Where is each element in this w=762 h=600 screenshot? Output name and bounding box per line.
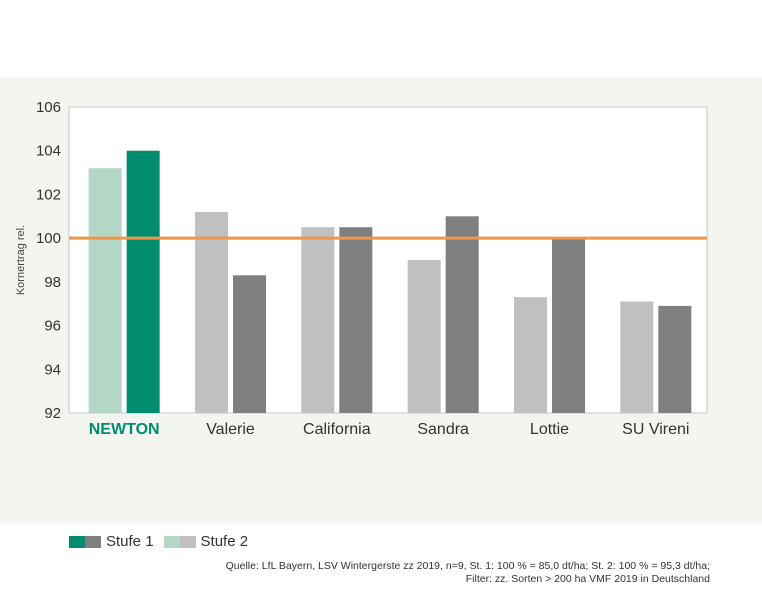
legend-label-stufe1: Stufe 1 [106,533,154,550]
y-tick-label-94: 94 [44,361,61,378]
bar-stufe1-sandra [445,216,479,413]
legend-swatch-stufe1-highlight [69,535,85,548]
bar-stufe2-sandra [407,260,441,413]
legend-item-stufe2: Stufe 2 [163,533,249,550]
legend: Stufe 1 Stufe 2 [69,533,258,550]
bar-stufe2-valerie [195,211,228,413]
bar-stufe1-su-vireni [658,305,692,413]
source-line-2: Filter: zz. Sorten > 200 ha VMF 2019 in … [465,573,710,585]
plot-area [68,106,708,414]
source-note: Quelle: LfL Bayern, LSV Wintergerste zz … [226,560,710,586]
x-category-label-valerie: Valerie [206,421,255,438]
x-category-label-california: California [303,421,371,438]
bar-stufe1-valerie [233,275,266,413]
source-line-1: Quelle: LfL Bayern, LSV Wintergerste zz … [225,560,710,572]
chart-panel: 92 94 96 98 100 102 104 106 Kornertrag rel. NEWTO… [0,77,762,585]
legend-swatch-stufe2-highlight [163,535,180,548]
y-tick-label-102: 102 [36,186,61,203]
bar-stufe1-california [339,227,373,413]
bar-stufe2-newton [88,168,122,413]
y-tick-label-104: 104 [36,143,61,160]
x-category-label-lottie: Lottie [530,421,569,438]
legend-swatch-stufe2-other [179,535,196,548]
x-category-label-su-vireni: SU Vireni [622,421,689,438]
bar-chart: 92 94 96 98 100 102 104 106 Kornertrag rel. NEWTO… [15,99,708,438]
bar-stufe2-california [301,227,335,413]
legend-item-stufe1: Stufe 1 [69,533,154,550]
bar-stufe2-lottie [514,297,547,413]
y-tick-label-106: 106 [36,99,61,116]
x-category-label-sandra: Sandra [417,421,469,438]
y-tick-label-100: 100 [36,230,61,247]
bar-stufe1-lottie [552,238,585,413]
y-axis-label: Kornertrag rel. [15,225,27,295]
legend-swatch-stufe1-other [85,535,101,548]
y-tick-label-96: 96 [44,318,61,335]
bar-stufe2-su-vireni [620,301,654,413]
x-category-label-newton: NEWTON [89,421,160,438]
y-tick-label-98: 98 [44,274,61,291]
legend-label-stufe2: Stufe 2 [200,533,249,550]
y-tick-label-92: 92 [44,405,61,422]
bar-stufe1-newton [126,150,160,413]
